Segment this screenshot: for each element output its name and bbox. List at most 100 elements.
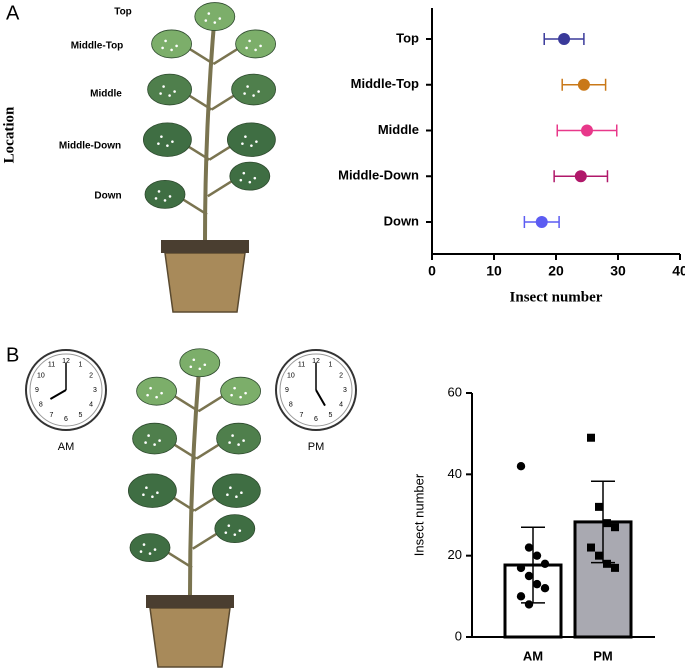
leaf-spot — [238, 529, 242, 532]
clock-numeral: 9 — [35, 387, 39, 394]
leaf-spot — [239, 395, 242, 399]
leaf-spot — [227, 524, 231, 527]
dot — [558, 33, 571, 45]
clock-numeral: 6 — [64, 416, 68, 423]
leaf-spot — [168, 94, 171, 97]
leaf — [147, 73, 193, 106]
data-point — [603, 519, 611, 528]
dot — [574, 170, 587, 183]
leaf — [132, 422, 178, 455]
data-point — [524, 600, 534, 609]
clock-numeral: 1 — [79, 362, 83, 369]
clock-numeral: 12 — [312, 358, 320, 365]
y-axis-label: Location — [1, 106, 17, 163]
leaf-spot — [257, 90, 260, 93]
leaf — [211, 473, 261, 508]
plant-location-label: Middle-Down — [59, 141, 121, 152]
leaf-spot — [233, 386, 236, 390]
leaf — [151, 29, 193, 59]
clock-numeral: 1 — [329, 362, 333, 369]
leaf-spot — [142, 493, 145, 497]
y-tick-label: Middle — [378, 122, 419, 137]
leaf-spot — [155, 395, 158, 399]
y-tick-label: Down — [384, 213, 419, 228]
pot — [149, 607, 231, 668]
leaf-spot — [213, 21, 217, 24]
leaf-spot — [233, 533, 237, 536]
leaf-spot — [157, 190, 161, 193]
leaf-spot — [156, 491, 159, 495]
data-point — [603, 559, 611, 568]
data-point — [516, 563, 526, 573]
plant — [142, 2, 277, 313]
leaf-spot — [163, 199, 167, 202]
leaf-spot — [243, 92, 246, 95]
leaf-spot — [158, 439, 161, 442]
leaf-spot — [245, 46, 248, 50]
data-point — [611, 523, 619, 532]
error-bar — [521, 526, 545, 604]
leaf-spot — [145, 486, 148, 490]
leaf-spot — [142, 543, 146, 546]
data-point — [595, 502, 603, 511]
stem — [203, 11, 217, 241]
leaf-spot — [229, 486, 232, 490]
clock-numeral: 10 — [37, 372, 45, 379]
y-axis-label: Insect number — [411, 473, 426, 556]
panel-label: B — [6, 344, 19, 366]
leaf-spot — [166, 144, 169, 147]
leaf-spot — [244, 391, 247, 395]
leaf — [229, 161, 271, 191]
leaf-spot — [224, 531, 228, 534]
leaf-spot — [248, 180, 252, 184]
leaf-spot — [254, 48, 257, 52]
leaf — [235, 29, 277, 59]
leaf — [144, 179, 186, 209]
stem — [188, 357, 202, 596]
leaf — [226, 122, 276, 157]
pot — [164, 252, 246, 313]
y-tick-label: Middle-Down — [338, 168, 419, 183]
leaf-spot — [230, 393, 233, 397]
data-point — [532, 551, 542, 560]
dot — [577, 78, 590, 91]
leaf-spot — [252, 94, 255, 97]
clock-numeral: 5 — [329, 412, 333, 419]
leaf-spot — [231, 434, 234, 437]
clock-hand — [315, 389, 326, 407]
data-point — [587, 433, 595, 442]
clock-bezel — [29, 353, 103, 427]
x-tick-label: 0 — [428, 263, 436, 279]
panel-label: A — [6, 2, 20, 24]
clock-numeral: 3 — [343, 387, 347, 394]
y-tick-label: 60 — [448, 384, 462, 399]
leaf-spot — [153, 548, 157, 551]
leaf-spot — [154, 197, 158, 200]
leaf-spot — [189, 365, 193, 369]
plant — [127, 348, 262, 668]
leaf-spot — [241, 142, 244, 145]
leaf-spot — [250, 144, 253, 147]
leaf-spot — [259, 44, 262, 48]
leaf — [136, 376, 178, 406]
clock-numeral: 11 — [48, 362, 55, 369]
leaf-spot — [144, 441, 147, 444]
leaf-spot — [173, 90, 176, 93]
leaf — [216, 422, 262, 455]
clock-numeral: 8 — [289, 401, 293, 408]
leaf-spot — [192, 358, 196, 362]
leaf-spot — [157, 142, 160, 145]
leaf — [231, 73, 277, 106]
clock-numeral: 5 — [79, 412, 83, 419]
leaf-spot — [170, 48, 173, 52]
leaf-spot — [240, 491, 243, 495]
leaf-spot — [153, 443, 156, 446]
leaf-spot — [139, 550, 143, 553]
leaf-spot — [160, 391, 163, 395]
leaf-spot — [246, 85, 249, 88]
y-tick-label: 0 — [455, 628, 462, 643]
clock-numeral: 3 — [93, 387, 97, 394]
clock-numeral: 7 — [300, 412, 304, 419]
leaf-spot — [204, 19, 208, 22]
leaf-spot — [239, 178, 243, 182]
